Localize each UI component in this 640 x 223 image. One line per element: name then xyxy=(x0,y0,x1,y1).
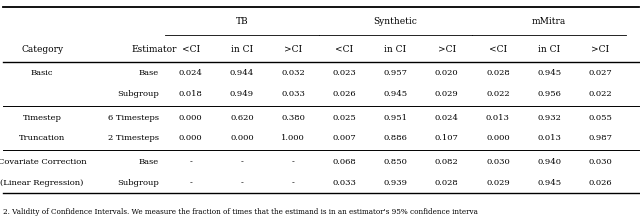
Text: 0.068: 0.068 xyxy=(332,159,356,166)
Text: >CI: >CI xyxy=(284,45,302,54)
Text: Category: Category xyxy=(21,45,63,54)
Text: 0.945: 0.945 xyxy=(383,90,408,97)
Text: in CI: in CI xyxy=(231,45,253,54)
Text: 0.000: 0.000 xyxy=(486,134,509,142)
Text: 0.030: 0.030 xyxy=(588,159,612,166)
Text: 0.013: 0.013 xyxy=(486,114,510,122)
Text: 0.987: 0.987 xyxy=(588,134,612,142)
Text: 0.028: 0.028 xyxy=(435,179,459,187)
Text: 0.023: 0.023 xyxy=(332,69,356,77)
Text: in CI: in CI xyxy=(385,45,406,54)
Text: 0.107: 0.107 xyxy=(435,134,459,142)
Text: (Linear Regression): (Linear Regression) xyxy=(1,179,84,187)
Text: -: - xyxy=(241,179,243,187)
Text: 0.007: 0.007 xyxy=(332,134,356,142)
Text: -: - xyxy=(292,159,294,166)
Text: 0.957: 0.957 xyxy=(383,69,408,77)
Text: 0.029: 0.029 xyxy=(435,90,459,97)
Text: -: - xyxy=(241,159,243,166)
Text: Estimator: Estimator xyxy=(131,45,177,54)
Text: 0.000: 0.000 xyxy=(230,134,253,142)
Text: 0.850: 0.850 xyxy=(383,159,408,166)
Text: 0.949: 0.949 xyxy=(230,90,254,97)
Text: 0.082: 0.082 xyxy=(435,159,459,166)
Text: Truncation: Truncation xyxy=(19,134,65,142)
Text: 0.018: 0.018 xyxy=(179,90,203,97)
Text: 0.026: 0.026 xyxy=(333,90,356,97)
Text: mMitra: mMitra xyxy=(532,17,566,26)
Text: 0.944: 0.944 xyxy=(230,69,254,77)
Text: Subgroup: Subgroup xyxy=(117,90,159,97)
Text: 0.620: 0.620 xyxy=(230,114,253,122)
Text: 0.030: 0.030 xyxy=(486,159,510,166)
Text: <CI: <CI xyxy=(489,45,507,54)
Text: -: - xyxy=(292,179,294,187)
Text: 0.028: 0.028 xyxy=(486,69,510,77)
Text: 0.956: 0.956 xyxy=(537,90,561,97)
Text: 0.951: 0.951 xyxy=(383,114,408,122)
Text: 0.022: 0.022 xyxy=(486,90,509,97)
Text: <CI: <CI xyxy=(182,45,200,54)
Text: 2. Validity of Confidence Intervals. We measure the fraction of times that the e: 2. Validity of Confidence Intervals. We … xyxy=(3,208,478,216)
Text: Synthetic: Synthetic xyxy=(374,17,417,26)
Text: >CI: >CI xyxy=(438,45,456,54)
Text: 0.013: 0.013 xyxy=(537,134,561,142)
Text: 6 Timesteps: 6 Timesteps xyxy=(108,114,159,122)
Text: 0.024: 0.024 xyxy=(435,114,459,122)
Text: Base: Base xyxy=(139,159,159,166)
Text: 0.026: 0.026 xyxy=(589,179,612,187)
Text: 0.055: 0.055 xyxy=(588,114,612,122)
Text: 0.033: 0.033 xyxy=(332,179,356,187)
Text: Base: Base xyxy=(139,69,159,77)
Text: 0.020: 0.020 xyxy=(435,69,458,77)
Text: <CI: <CI xyxy=(335,45,353,54)
Text: 0.000: 0.000 xyxy=(179,134,202,142)
Text: 0.022: 0.022 xyxy=(589,90,612,97)
Text: in CI: in CI xyxy=(538,45,560,54)
Text: 0.027: 0.027 xyxy=(588,69,612,77)
Text: 0.932: 0.932 xyxy=(537,114,561,122)
Text: 0.029: 0.029 xyxy=(486,179,510,187)
Text: 0.939: 0.939 xyxy=(383,179,408,187)
Text: Basic: Basic xyxy=(31,69,53,77)
Text: -: - xyxy=(189,179,192,187)
Text: 0.033: 0.033 xyxy=(281,90,305,97)
Text: Timestep: Timestep xyxy=(22,114,61,122)
Text: 0.945: 0.945 xyxy=(537,69,561,77)
Text: 0.025: 0.025 xyxy=(332,114,356,122)
Text: 0.945: 0.945 xyxy=(537,179,561,187)
Text: TB: TB xyxy=(236,17,248,26)
Text: 2 Timesteps: 2 Timesteps xyxy=(108,134,159,142)
Text: Subgroup: Subgroup xyxy=(117,179,159,187)
Text: 0.024: 0.024 xyxy=(179,69,203,77)
Text: -: - xyxy=(189,159,192,166)
Text: 0.380: 0.380 xyxy=(281,114,305,122)
Text: Covariate Correction: Covariate Correction xyxy=(0,159,86,166)
Text: 0.886: 0.886 xyxy=(383,134,408,142)
Text: 1.000: 1.000 xyxy=(281,134,305,142)
Text: 0.000: 0.000 xyxy=(179,114,202,122)
Text: 0.032: 0.032 xyxy=(281,69,305,77)
Text: >CI: >CI xyxy=(591,45,609,54)
Text: 0.940: 0.940 xyxy=(537,159,561,166)
